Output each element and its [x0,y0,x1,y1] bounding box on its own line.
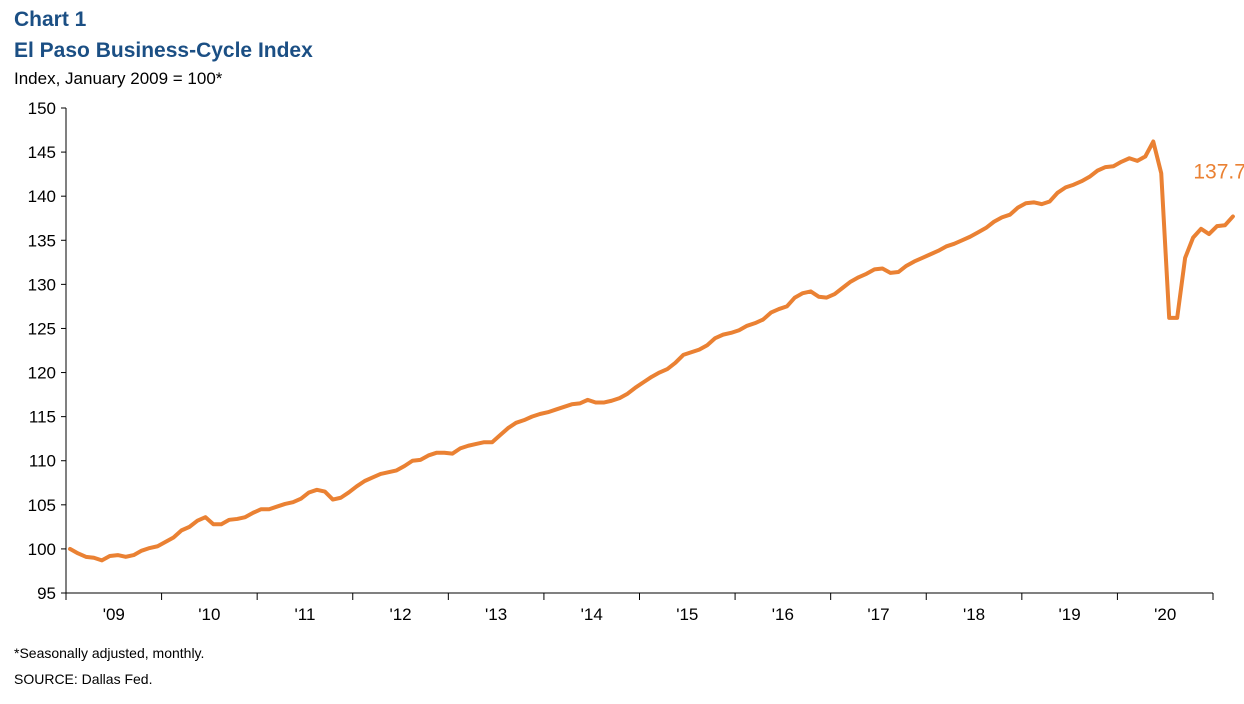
y-tick-label: 145 [28,143,56,162]
y-tick-label: 115 [29,408,56,427]
y-tick-label: 125 [28,319,56,338]
y-tick-label: 120 [28,364,56,383]
series-line [67,139,1235,563]
x-tick-label: '16 [772,605,794,624]
y-tick-label: 100 [28,540,56,559]
y-tick-label: 150 [28,99,56,118]
y-tick-label: 140 [28,187,56,206]
source-note: SOURCE: Dallas Fed. [14,671,153,687]
y-tick-label: 105 [28,496,56,515]
x-tick-label: '15 [676,605,698,624]
end-value-label: 137.7 [1193,160,1244,183]
x-tick-label: '09 [103,605,125,624]
x-axis: '09 '10 '11 '12 '13 '14 '15 '16 '17 '18 '19 '20 [65,592,1214,624]
series-group: 137.7 [67,139,1244,563]
y-tick-label: 95 [37,584,56,603]
x-tick-label: '20 [1154,605,1176,624]
y-tick-label: 130 [28,275,56,294]
x-tick-label: '14 [581,605,603,624]
x-tick-label: '12 [389,605,411,624]
y-tick-label: 135 [28,231,56,250]
footnote: *Seasonally adjusted, monthly. [14,645,205,661]
chart-number: Chart 1 [14,8,87,31]
chart-subtitle: Index, January 2009 = 100* [14,69,223,88]
y-axis: 95 100 105 110 115 120 125 130 135 140 145 150 [28,99,67,603]
x-tick-label: '13 [485,605,507,624]
x-tick-label: '18 [963,605,985,624]
y-tick-label: 110 [29,452,56,471]
chart-title: El Paso Business-Cycle Index [14,39,313,62]
x-tick-label: '10 [198,605,220,624]
x-tick-label: '11 [295,605,316,624]
x-tick-label: '19 [1059,605,1081,624]
x-tick-label: '17 [867,605,889,624]
